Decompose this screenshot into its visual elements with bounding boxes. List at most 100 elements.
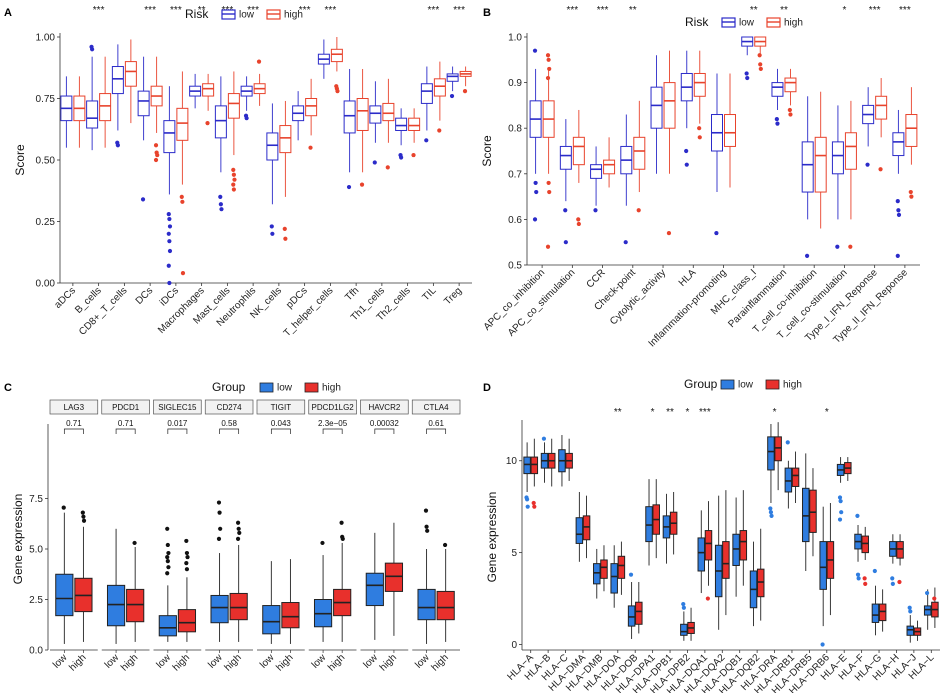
outlier-high — [531, 500, 536, 506]
y-axis-label: Gene expression — [485, 492, 499, 583]
outlier-low — [744, 71, 749, 76]
y-tick-label: 1.00 — [36, 33, 56, 44]
box-high — [875, 95, 888, 120]
outlier-low — [890, 576, 895, 581]
x-tick-label: high — [67, 652, 88, 673]
legend-label-high: high — [322, 383, 341, 394]
box-low — [771, 82, 784, 97]
significance-label: *** — [93, 5, 105, 16]
outlier-low — [820, 642, 825, 647]
x-tick-label: high — [274, 652, 295, 673]
y-axis-label: Gene expression — [11, 494, 25, 585]
p-value-bracket — [322, 428, 343, 434]
outlier-low — [785, 440, 790, 445]
legend-title: Group — [684, 377, 718, 391]
outlier-high — [180, 271, 186, 276]
facet-strip — [49, 399, 99, 415]
outlier-high — [576, 221, 581, 227]
box-low — [610, 563, 618, 594]
x-tick-label: low — [155, 652, 174, 671]
box-low — [906, 625, 915, 636]
outlier-high — [184, 561, 189, 566]
x-tick-label: Treg — [442, 285, 464, 307]
outlier-low — [219, 207, 224, 212]
facet-title: CD274 — [217, 403, 242, 412]
p-value-label: 2.3e−05 — [318, 419, 348, 428]
outlier-low — [681, 601, 686, 607]
box-high — [530, 456, 539, 475]
legend-label-low: low — [738, 380, 754, 391]
outlier-high — [180, 199, 185, 204]
category-group: HLA−A — [505, 438, 539, 683]
outlier-low — [165, 542, 170, 548]
box-high — [382, 102, 395, 122]
box-high — [704, 530, 713, 561]
outlier-high — [666, 230, 672, 236]
box-high — [433, 78, 446, 97]
significance-label: * — [842, 5, 846, 16]
y-tick-label: 0.50 — [36, 156, 56, 167]
outlier-low — [684, 162, 689, 167]
box-high — [693, 72, 706, 97]
significance-label: ** — [629, 5, 637, 16]
y-tick-label: 10 — [506, 456, 518, 467]
box-high — [791, 467, 800, 487]
box-low — [420, 83, 433, 104]
significance-label: *** — [144, 5, 156, 16]
x-tick-label: high — [430, 652, 451, 673]
significance-label: * — [686, 407, 690, 418]
legend-label-high: high — [784, 18, 803, 29]
y-axis: 0.5 0.6 0.7 0.8 0.9 1.0 Score — [480, 33, 528, 272]
outlier-high — [411, 152, 416, 158]
outlier-high — [308, 145, 313, 150]
outlier-high — [437, 128, 442, 133]
outlier-high — [335, 89, 340, 94]
outlier-low — [896, 208, 901, 213]
box-low — [590, 164, 603, 179]
outlier-low — [115, 143, 120, 148]
y-tick-label: 5.0 — [29, 545, 43, 556]
significance-label: *** — [299, 5, 311, 16]
y-tick-label: 0.75 — [36, 94, 56, 105]
outlier-high — [231, 182, 236, 187]
outlier-low — [839, 510, 844, 515]
outlier-low — [865, 162, 870, 167]
outlier-low — [399, 155, 404, 160]
outlier-high — [758, 62, 763, 67]
box-high — [202, 83, 215, 97]
box-high — [739, 530, 748, 561]
outlier-high — [184, 567, 190, 572]
x-tick-label: high — [326, 652, 347, 673]
outlier-high — [153, 143, 159, 148]
outlier-low — [623, 240, 628, 245]
box-low — [523, 456, 531, 475]
legend-label-low: low — [739, 18, 755, 29]
outlier-low — [218, 526, 223, 531]
box-low — [831, 141, 844, 175]
x-tick-label: low — [206, 652, 225, 671]
outlier-low — [837, 495, 843, 500]
y-axis: 0 5 10 Gene expression — [485, 420, 523, 651]
outlier-low — [896, 212, 902, 217]
category-group: NK_cells — [248, 100, 292, 321]
facet-strip — [204, 399, 254, 415]
outlier-high — [546, 180, 551, 186]
significance-label: *** — [170, 5, 182, 16]
chart-panel-c: LAG30.71lowhighPDCD10.71lowhighSIGLEC150… — [49, 399, 461, 673]
category-group: Macrophages** — [156, 5, 215, 336]
category-group: Check-point** — [592, 5, 646, 313]
outlier-low — [167, 224, 173, 229]
outlier-high — [547, 189, 552, 195]
x-tick-label: CCR — [585, 267, 608, 290]
outlier-high — [132, 540, 137, 546]
outlier-low — [166, 565, 171, 570]
outlier-low — [346, 184, 352, 190]
significance-label: *** — [428, 5, 440, 16]
outlier-high — [532, 504, 537, 509]
outlier-low — [140, 197, 146, 202]
p-value-bracket — [115, 428, 136, 434]
